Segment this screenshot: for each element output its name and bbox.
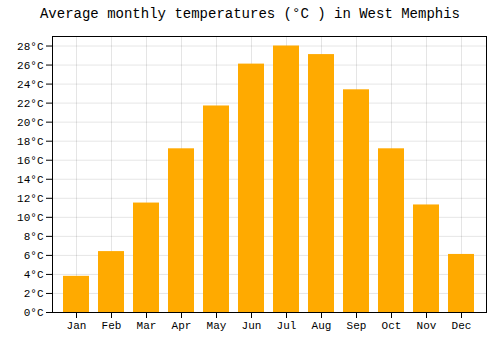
svg-text:28°C: 28°C — [17, 41, 44, 53]
html-text:Average monthly temperatures (: Average monthly temperatures (°C ) in We… — [40, 6, 460, 22]
svg-text:Dec: Dec — [452, 320, 472, 332]
svg-text:26°C: 26°C — [17, 60, 44, 72]
svg-text:Jul: Jul — [277, 320, 297, 332]
svg-text:14°C: 14°C — [17, 174, 44, 186]
svg-text:0°C: 0°C — [24, 307, 44, 319]
svg-text:Sep: Sep — [347, 320, 367, 332]
svg-text:10°C: 10°C — [17, 212, 44, 224]
svg-text:Aug: Aug — [312, 320, 332, 332]
svg-text:8°C: 8°C — [24, 231, 44, 243]
svg-text:20°C: 20°C — [17, 117, 44, 129]
svg-text:Jan: Jan — [67, 320, 87, 332]
svg-text:16°C: 16°C — [17, 155, 44, 167]
svg-text:Jun: Jun — [242, 320, 262, 332]
svg-text:6°C: 6°C — [24, 250, 44, 262]
svg-text:12°C: 12°C — [17, 193, 44, 205]
svg-text:2°C: 2°C — [24, 288, 44, 300]
svg-text:22°C: 22°C — [17, 98, 44, 110]
svg-text:4°C: 4°C — [24, 269, 44, 281]
svg-text:Feb: Feb — [102, 320, 122, 332]
svg-text:Apr: Apr — [172, 320, 192, 332]
svg-text:Mar: Mar — [137, 320, 157, 332]
svg-text:18°C: 18°C — [17, 136, 44, 148]
svg-text:Oct: Oct — [382, 320, 402, 332]
svg-text:Nov: Nov — [417, 320, 437, 332]
svg-text:24°C: 24°C — [17, 79, 44, 91]
svg-text:May: May — [207, 320, 227, 332]
